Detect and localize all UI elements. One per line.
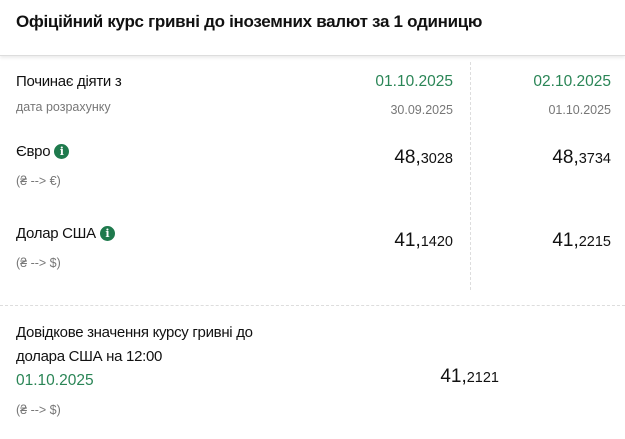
euro-rate-col1: 48,3028: [394, 147, 453, 169]
rate-int: 48,: [394, 147, 421, 168]
rate-dec: 3734: [578, 151, 611, 167]
rate-int: 48,: [552, 147, 579, 168]
col1-effective-date: 01.10.2025: [375, 73, 453, 90]
currency-name: Долар США: [16, 225, 96, 242]
info-icon[interactable]: i: [54, 144, 70, 159]
section-divider: [0, 305, 625, 306]
col1-calc-date: 30.09.2025: [390, 103, 453, 117]
rate-int: 41,: [394, 230, 421, 251]
page-title: Офіційний курс гривні до іноземних валют…: [16, 12, 483, 31]
conversion-usd: (₴ --> $): [16, 256, 61, 270]
column-divider: [470, 62, 471, 290]
reference-line1: Довідкове значення курсу гривні до: [16, 324, 253, 341]
currency-usd: Долар США i: [16, 225, 115, 242]
currency-euro: Євро i: [16, 143, 70, 160]
rate-dec: 3028: [420, 151, 453, 167]
effective-label: Починає діяти з: [16, 73, 122, 90]
usd-rate-col2: 41,2215: [552, 230, 611, 252]
col2-effective-date: 02.10.2025: [533, 73, 611, 90]
reference-rate: 41,2121: [440, 366, 499, 388]
rate-dec: 2215: [578, 234, 611, 250]
reference-date: 01.10.2025: [16, 372, 94, 389]
rate-int: 41,: [552, 230, 579, 251]
euro-rate-col2: 48,3734: [552, 147, 611, 169]
calc-date-label: дата розрахунку: [16, 100, 111, 114]
usd-rate-col1: 41,1420: [394, 230, 453, 252]
reference-conversion: (₴ --> $): [16, 403, 61, 417]
rate-int: 41,: [440, 366, 467, 387]
rate-dec: 1420: [420, 234, 453, 250]
conversion-euro: (₴ --> €): [16, 174, 61, 188]
rate-dec: 2121: [466, 370, 499, 386]
info-icon[interactable]: i: [99, 226, 115, 241]
header: Офіційний курс гривні до іноземних валют…: [0, 0, 625, 56]
col2-calc-date: 01.10.2025: [548, 103, 611, 117]
reference-line2: долара США на 12:00: [16, 348, 163, 365]
currency-name: Євро: [16, 143, 51, 160]
